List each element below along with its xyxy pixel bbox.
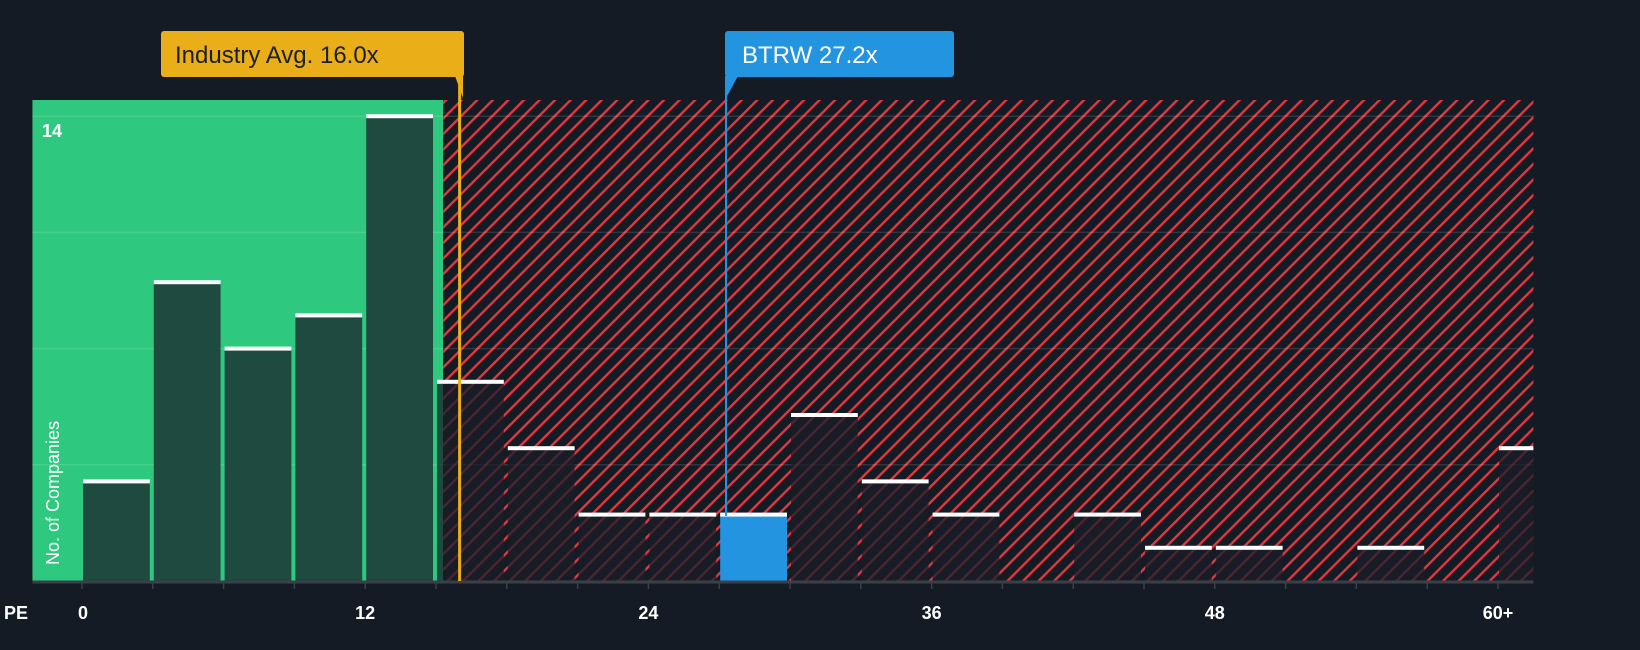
bar-cap (1215, 545, 1283, 550)
bar-cap (932, 512, 1000, 517)
industry-avg-label: Industry Avg. 16.0x (175, 42, 379, 69)
company-bar (720, 514, 787, 581)
company-label: BTRW 27.2x (742, 42, 878, 69)
histogram-bar (578, 514, 646, 581)
x-tick-label: 24 (638, 603, 658, 623)
overvalued-zone (443, 100, 1534, 581)
x-tick-label: 0 (78, 603, 88, 623)
histogram-bar (295, 315, 363, 581)
histogram-bar (83, 481, 150, 581)
bar-cap (295, 313, 363, 318)
bar-cap (861, 479, 929, 484)
histogram-bar (1215, 547, 1283, 581)
company-callout: BTRW 27.2x (725, 31, 954, 100)
histogram-bar (649, 514, 717, 581)
x-tick-label: 48 (1205, 603, 1225, 623)
y-axis-label: No. of Companies (43, 421, 63, 565)
bar-cap (507, 446, 575, 451)
histogram-bar (224, 348, 292, 581)
histogram-bar (861, 481, 929, 581)
histogram-bar (932, 514, 1000, 581)
x-tick-label: 36 (922, 603, 942, 623)
bar-cap (437, 379, 504, 384)
bar-cap (649, 512, 717, 517)
bar-cap (1074, 512, 1141, 517)
bar-cap (578, 512, 646, 517)
histogram-bar (437, 381, 504, 581)
x-tick-label: 60+ (1483, 603, 1514, 623)
bar-cap (720, 512, 787, 517)
bar-cap (153, 280, 221, 285)
industry-avg-callout: Industry Avg. 16.0x (161, 31, 464, 98)
histogram-bar (153, 282, 221, 581)
bar-cap (1357, 545, 1425, 550)
y-tick-label-14: 14 (42, 121, 62, 141)
histogram-bar (1499, 448, 1534, 581)
bar-cap (224, 346, 292, 351)
histogram-bar (791, 415, 858, 581)
histogram-bar (1357, 547, 1425, 581)
bar-cap (1499, 446, 1534, 451)
histogram-bar (1074, 514, 1141, 581)
bar-cap (83, 479, 150, 484)
histogram-bar (366, 116, 433, 581)
x-axis-label: PE (4, 603, 28, 623)
bar-cap (791, 413, 858, 417)
x-tick-label: 12 (355, 603, 375, 623)
bar-cap (366, 114, 433, 119)
histogram-bar (1145, 547, 1212, 581)
histogram-bar (507, 448, 575, 581)
bar-cap (1145, 545, 1212, 550)
